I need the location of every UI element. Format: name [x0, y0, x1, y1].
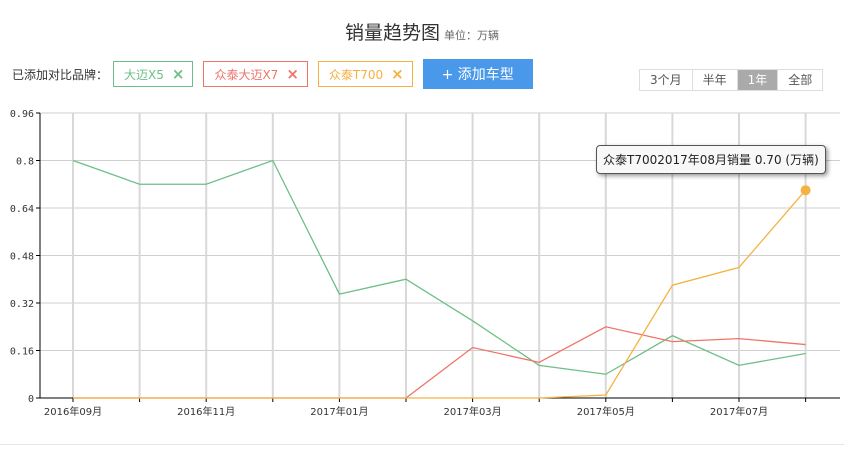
- line-chart: 0 0.16 0.32 0.48 0.64 0.8 0.96 2016年09月 2016年11月…: [10, 109, 840, 418]
- series-line: [72, 159, 806, 375]
- brand-tag-label: 众泰大迈X7: [214, 67, 279, 82]
- x-tick-label: 2016年09月: [44, 405, 102, 418]
- chart-title: 销量趋势图 单位：万辆: [0, 18, 844, 45]
- range-half-year[interactable]: 半年: [693, 70, 738, 90]
- x-tick-label: 2017年01月: [310, 405, 368, 418]
- range-3-months[interactable]: 3个月: [640, 70, 693, 90]
- close-icon[interactable]: ×: [391, 65, 404, 83]
- series-line: [73, 189, 807, 399]
- y-tick-label: 0.16: [10, 347, 34, 358]
- brand-tag-label: 众泰T700: [328, 67, 384, 82]
- y-tick-label: 0.96: [10, 109, 34, 120]
- range-1-year[interactable]: 1年: [737, 70, 779, 90]
- series-line: [73, 326, 806, 399]
- x-tick-label: 2017年07月: [710, 405, 768, 418]
- close-icon[interactable]: ×: [171, 65, 185, 83]
- x-tick-label: 2016年11月: [177, 405, 235, 418]
- divider: [0, 444, 844, 445]
- x-tick-label: 2017年03月: [444, 405, 502, 418]
- add-model-button[interactable]: + 添加车型: [422, 59, 533, 89]
- y-tick-label: 0: [28, 394, 34, 405]
- x-tick-label: 2017年05月: [577, 405, 635, 418]
- range-all[interactable]: 全部: [788, 73, 813, 87]
- y-tick-label: 0.8: [16, 157, 34, 168]
- chart-title-text: 销量趋势图: [344, 22, 440, 44]
- time-range-selector: 3个月 半年 1年 全部: [639, 69, 824, 91]
- highlight-point: [800, 185, 811, 196]
- unit-label: 单位：万辆: [444, 29, 499, 42]
- tooltip: 众泰T7002017年08月销量 0.70 (万辆): [596, 145, 826, 174]
- y-tick-label: 0.64: [10, 204, 34, 215]
- y-tick-label: 0.32: [10, 299, 34, 310]
- y-tick-label: 0.48: [10, 252, 34, 263]
- brand-tag-label: 大迈X5: [124, 67, 164, 82]
- brand-tag-t700[interactable]: 众泰T700 ×: [317, 61, 413, 87]
- added-brands-label: 已添加对比品牌：: [12, 67, 109, 82]
- brand-tag-damai-x5[interactable]: 大迈X5 ×: [113, 61, 194, 87]
- close-icon[interactable]: ×: [286, 65, 299, 83]
- brand-compare-bar: 已添加对比品牌： 大迈X5 × 众泰大迈X7 × 众泰T700 × + 添加车型: [12, 59, 533, 89]
- brand-tag-damai-x7[interactable]: 众泰大迈X7 ×: [203, 61, 308, 87]
